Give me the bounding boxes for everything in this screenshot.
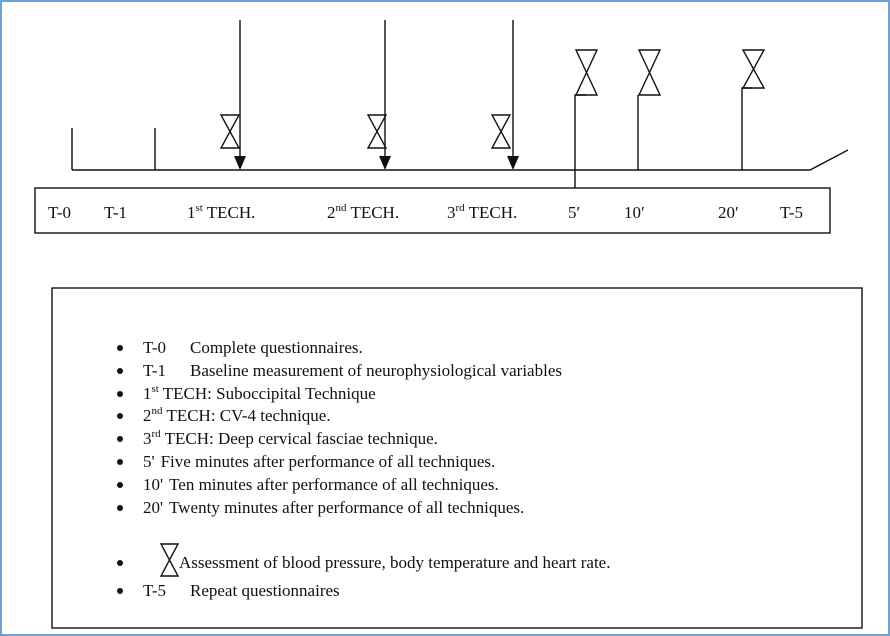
item-key: 20' [143,498,163,517]
label-text: T-0 [48,203,71,222]
item-text: TECH: CV-4 technique. [163,406,331,425]
legend-item: 2nd TECH: CV-4 technique. [143,405,331,425]
timeline-label: 2nd TECH. [327,202,399,222]
label-text: T-5 [780,203,803,222]
label-rest: TECH. [347,203,400,222]
timeline-label: T-1 [104,203,127,222]
timeline-label: 20′ [718,203,739,222]
bullet [117,505,123,511]
timeline-lines [71,20,849,188]
item-text: Repeat questionnaires [190,581,340,600]
item-text: TECH: Suboccipital Technique [159,384,376,403]
timeline-label: 3rd TECH. [447,202,517,222]
item-text: TECH: Deep cervical fasciae technique. [161,429,438,448]
item-key: T-5 [143,581,166,600]
label-text: 1 [187,203,196,222]
item-sup: st [152,383,159,395]
item-text: Twenty minutes after performance of all … [169,498,524,517]
legend-box [51,287,863,629]
item-key: T-1 [143,361,166,380]
legend-item: Assessment of blood pressure, body tempe… [179,553,610,572]
timeline-label: 10′ [624,203,645,222]
bullet [117,588,123,594]
bullet [117,482,123,488]
label-rest: TECH. [203,203,256,222]
timeline-box [34,187,831,234]
item-key: 5' [143,452,155,471]
legend-item: T-1 Baseline measurement of neurophysiolo… [143,361,562,380]
item-key: T-0 [143,338,166,357]
legend-item: 1st TECH: Suboccipital Technique [143,383,376,403]
item-text: Complete questionnaires. [190,338,363,357]
timeline-label: T-5 [780,203,803,222]
item-key: 2 [143,406,152,425]
item-key: 3 [143,429,152,448]
label-text: T-1 [104,203,127,222]
label-text: 20′ [718,203,739,222]
bullet [117,391,123,397]
bullet [117,413,123,419]
label-text: 2 [327,203,336,222]
bullet [117,345,123,351]
legend-item: T-5 Repeat questionnaires [143,581,340,600]
legend-item: T-0 Complete questionnaires. [143,338,363,357]
timeline-label: T-0 [48,203,71,222]
label-rest: TECH. [465,203,518,222]
item-text: Baseline measurement of neurophysiologic… [190,361,562,380]
legend-item: 3rd TECH: Deep cervical fasciae techniqu… [143,428,438,448]
bullet [117,368,123,374]
hourglasses [159,49,766,577]
item-text: Ten minutes after performance of all tec… [169,475,499,494]
timeline-label: 5′ [568,203,580,222]
label-sup: rd [456,202,466,214]
legend-item: 20' Twenty minutes after performance of a… [143,498,524,517]
legend-item: 5' Five minutes after performance of all … [143,452,495,471]
item-sup: nd [152,405,164,417]
label-text: 3 [447,203,456,222]
bullet [117,459,123,465]
timeline-label: 1st TECH. [187,202,255,222]
label-text: 5′ [568,203,580,222]
label-sup: st [196,202,203,214]
item-text: Five minutes after performance of all te… [161,452,496,471]
item-text: Assessment of blood pressure, body tempe… [179,553,610,572]
item-key: 10' [143,475,163,494]
bullet [117,560,123,566]
item-key: 1 [143,384,152,403]
label-sup: nd [336,202,348,214]
item-sup: rd [152,428,162,440]
arrowheads [234,156,519,170]
bullet [117,436,123,442]
legend-item: 10' Ten minutes after performance of all … [143,475,499,494]
label-text: 10′ [624,203,645,222]
